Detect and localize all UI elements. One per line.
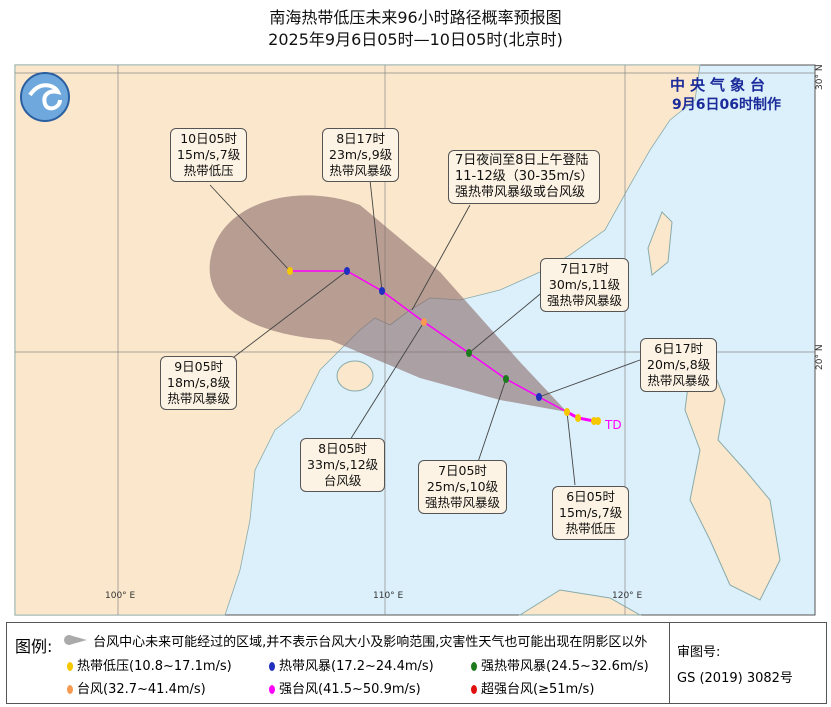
track-point-3: [466, 349, 472, 357]
current-td-label: TD: [604, 418, 622, 432]
ts-icon: [269, 662, 275, 671]
track-point-4: [421, 318, 427, 326]
cma-logo: [20, 72, 70, 122]
track-point-6: [344, 267, 350, 275]
track-point-5: [379, 287, 385, 295]
track-point-2: [503, 375, 509, 383]
track-point-0: [564, 408, 570, 416]
legend-ts: 热带风暴(17.2~24.4m/s): [269, 655, 434, 674]
legend-td: 热带低压(10.8~17.1m/s): [67, 655, 232, 674]
legend-label: 图例:: [15, 637, 53, 656]
legend-cone: 台风中心未来可能经过的区域,并不表示台风大小及影响范围,灾害性天气也可能出现在阴…: [63, 631, 647, 650]
label-6d05: 6日05时 15m/s,7级 热带低压: [552, 486, 630, 540]
legend-sts: 强热带风暴(24.5~32.6m/s): [471, 655, 649, 674]
ty-icon: [67, 685, 73, 694]
track-point-1: [536, 393, 542, 401]
sts-icon: [471, 662, 477, 671]
cone-icon: [64, 635, 87, 645]
title-line2: 2025年9月6日05时—10日05时(北京时): [268, 30, 563, 49]
title-line1: 南海热带低压未来96小时路径概率预报图: [269, 8, 562, 27]
label-6d17: 6日17时 20m/s,8级 热带风暴级: [640, 338, 718, 392]
lon-120-label: 120° E: [612, 591, 643, 601]
superty-icon: [471, 685, 477, 694]
landfall-note: 7日夜间至8日上午登陆 11-12级（30-35m/s） 强热带风暴级或台风级: [448, 150, 601, 204]
td-icon: [67, 662, 73, 671]
probability-cone: [209, 195, 567, 412]
leader-lines: [209, 179, 641, 486]
forecast-track: [290, 270, 568, 413]
issued-time: 9月6日06时制作: [672, 97, 781, 113]
label-9d05: 9日05时 18m/s,8级 热带风暴级: [160, 356, 238, 410]
label-7d05: 7日05时 25m/s,10级 强热带风暴级: [418, 460, 508, 514]
label-8d05: 8日05时 33m/s,12级 台风级: [300, 438, 386, 492]
taiwan-island: [647, 211, 673, 276]
review-number-panel: 审图号: GS (2019) 3082号: [669, 622, 827, 704]
review-label: 审图号:: [677, 645, 721, 660]
agency-name: 中央气象台: [670, 76, 771, 94]
lon-100-label: 100° E: [105, 591, 136, 601]
label-8d17: 8日17时 23m/s,9级 热带风暴级: [322, 128, 400, 182]
past-point-2: [595, 417, 601, 425]
hainan-island: [336, 360, 374, 392]
philippines: [684, 367, 781, 601]
review-number: GS (2019) 3082号: [677, 671, 793, 686]
legend-sty: 强台风(41.5~50.9m/s): [269, 678, 421, 697]
legend: 图例: 台风中心未来可能经过的区域,并不表示台风大小及影响范围,灾害性天气也可能…: [6, 622, 670, 704]
legend-ty: 台风(32.7~41.4m/s): [67, 678, 206, 697]
past-point-0: [575, 414, 581, 422]
label-7d17: 7日17时 30m/s,11级 强热带风暴级: [540, 258, 630, 312]
lat-20-label: 20° N: [815, 344, 825, 370]
legend-superty: 超强台风(≥51m/s): [471, 678, 594, 697]
lon-110-label: 110° E: [373, 591, 404, 601]
sty-icon: [269, 685, 275, 694]
borneo: [518, 589, 642, 616]
lat-30-label: 30° N: [815, 64, 825, 90]
label-10d05: 10日05时 15m/s,7级 热带低压: [170, 128, 248, 182]
track-point-7: [287, 267, 293, 275]
